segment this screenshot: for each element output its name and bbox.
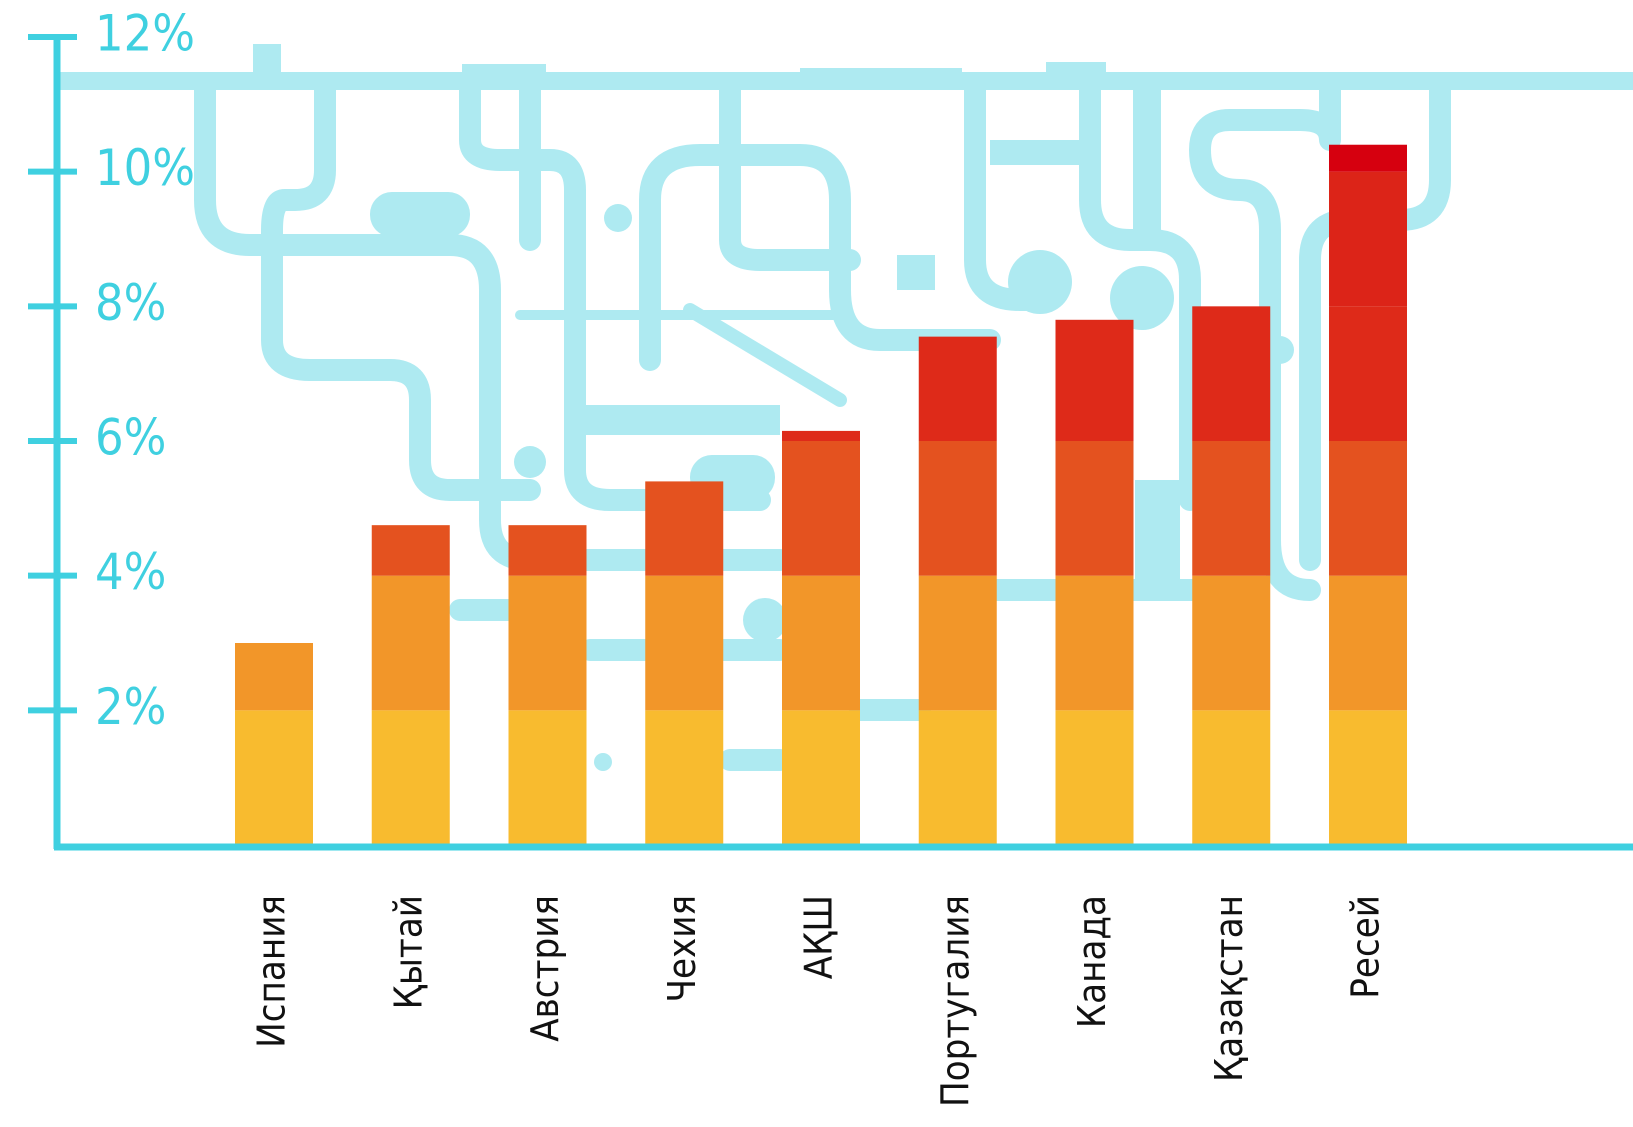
y-tick-label: 12% (95, 5, 195, 63)
background-illustration (60, 44, 1633, 771)
tank (1135, 480, 1180, 580)
x-tick-label: Португалия (933, 895, 977, 1107)
bar-segment (1329, 144, 1407, 172)
bar-segment (235, 710, 313, 845)
valve (1110, 266, 1174, 330)
bar-segment (1192, 306, 1271, 441)
bar-segment (508, 710, 587, 845)
pipe (449, 579, 1211, 771)
x-tick-label: Канада (1070, 895, 1114, 1028)
pipe (1046, 62, 1106, 74)
bar-segment (1192, 575, 1271, 711)
pipe (462, 64, 546, 76)
bar-segment (1329, 441, 1407, 576)
x-tick-label: Қазақстан (1207, 895, 1251, 1082)
bar-segment (1192, 441, 1271, 576)
truss (990, 140, 1080, 165)
x-tick-label: Қытай (386, 895, 430, 1009)
fan (1008, 250, 1072, 314)
bar-segment (918, 710, 997, 845)
ladder (1133, 90, 1161, 240)
y-tick-label: 4% (95, 543, 166, 601)
bar-segment (1055, 319, 1134, 441)
bar-segment (918, 575, 997, 711)
bar-segment (782, 441, 860, 576)
x-tick-label: АҚШ (797, 895, 841, 979)
y-tick-label: 8% (95, 274, 166, 332)
bar-segment (645, 575, 724, 711)
pipe (60, 72, 1633, 90)
pipe (800, 68, 962, 76)
pipe (719, 79, 861, 271)
y-tick-label: 6% (95, 409, 166, 467)
gauge (604, 204, 632, 232)
pipe (253, 44, 281, 74)
bar-segment (371, 575, 450, 711)
y-tick-label: 10% (95, 139, 195, 197)
x-tick-label: Австрия (523, 895, 567, 1042)
bar-segment (1055, 441, 1134, 576)
bar-segment (1329, 710, 1407, 845)
gauge (514, 446, 546, 478)
bar-segment (371, 710, 450, 845)
bar-segment (1329, 171, 1407, 307)
bar-segment (1055, 575, 1134, 711)
bar-segment (782, 430, 860, 441)
gauge (1266, 336, 1294, 364)
bar-segment (235, 643, 313, 711)
truss (585, 405, 780, 435)
x-tick-label: Ресей (1344, 895, 1388, 999)
bar-segment (1329, 575, 1407, 711)
conveyor (683, 303, 847, 407)
weight (897, 255, 935, 290)
bar-segment (1055, 710, 1134, 845)
x-tick-label: Чехия (660, 895, 704, 1002)
bar-segment (1192, 710, 1271, 845)
bar-segment (508, 575, 587, 711)
bar-segment (918, 441, 997, 576)
pipe (194, 79, 791, 571)
bar-segment (782, 575, 860, 711)
tank (370, 192, 470, 237)
x-tick-label: Испания (250, 895, 294, 1048)
bar-segment (645, 710, 724, 845)
bar-segment (1329, 306, 1407, 441)
bar-segment (645, 481, 724, 576)
bar-segment (371, 525, 450, 576)
pipe (261, 79, 541, 501)
bar-segment (782, 710, 860, 845)
y-tick-label: 2% (95, 678, 166, 736)
pipe (1189, 79, 1341, 601)
pipe (639, 144, 1001, 371)
gauge (594, 753, 612, 771)
bar-segment (918, 336, 997, 441)
pipe (459, 79, 771, 511)
bar-segment (508, 525, 587, 576)
fan (743, 598, 787, 642)
